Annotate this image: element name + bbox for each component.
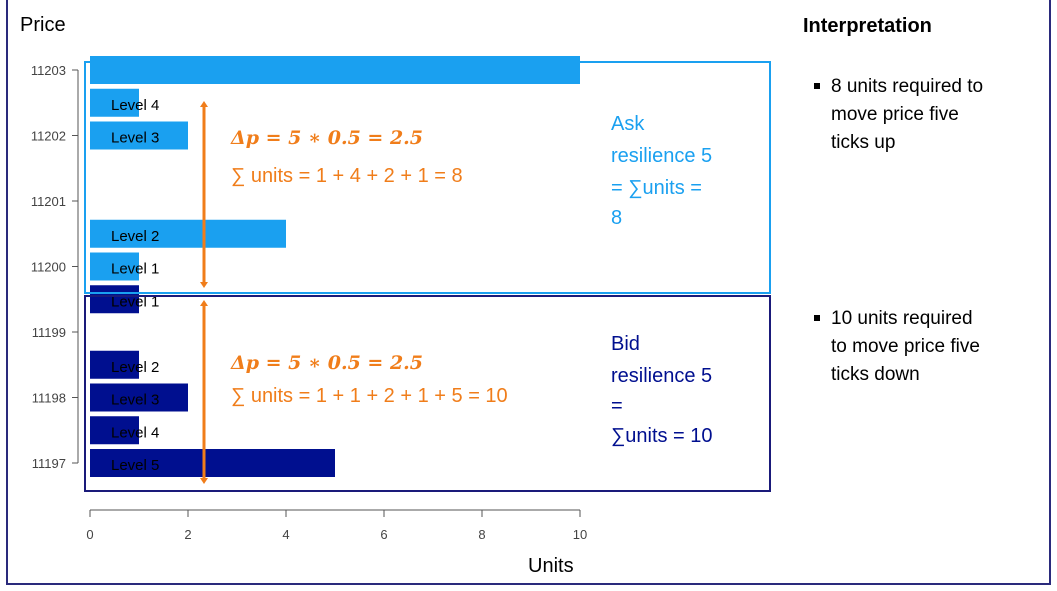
bid-resilience-line-1: Bid xyxy=(611,333,640,355)
group-boxes xyxy=(84,61,771,492)
ask-resilience-line-1: Ask xyxy=(611,113,645,135)
bid-bar xyxy=(90,416,139,445)
bullet-1-line-3: ticks up xyxy=(831,132,895,153)
ask-bar xyxy=(90,219,286,248)
ask-bar xyxy=(90,88,139,117)
bullet-2-line-3: ticks down xyxy=(831,364,920,385)
bid-bar-label: Level 2 xyxy=(111,359,159,376)
ask-delta-annotation: Δp = 5 ∗ 0.5 = 2.5 xyxy=(230,127,423,149)
ask-resilience-line-2: resilience 5 xyxy=(611,145,712,167)
interpretation-panel: Interpretation 8 units required to move … xyxy=(803,15,983,385)
annotations: Δp = 5 ∗ 0.5 = 2.5 ∑ units = 1 + 4 + 2 +… xyxy=(230,113,713,447)
bid-bar xyxy=(90,285,139,314)
ask-bar xyxy=(90,121,188,150)
x-tick-label: 2 xyxy=(184,527,191,542)
bid-bar-label: Level 4 xyxy=(111,424,159,441)
bullet-1-line-1: 8 units required to xyxy=(831,76,983,97)
ask-group-box xyxy=(84,61,771,294)
bid-bar-label: Level 1 xyxy=(111,293,159,310)
ask-bar xyxy=(90,252,139,281)
bars: Level 4 Level 3 Level 2 Level 1 Level 1 Level… xyxy=(90,56,580,477)
y-axis: 11197 11198 11199 11200 11201 11202 11203 xyxy=(31,63,79,471)
x-tick-label: 8 xyxy=(478,527,485,542)
x-tick-label: 4 xyxy=(282,527,289,542)
y-tick-label: 11198 xyxy=(32,391,66,406)
ask-bar xyxy=(90,56,580,84)
figure-frame xyxy=(6,0,1051,585)
ask-bar-label: Level 4 xyxy=(111,97,159,114)
bid-bar-label: Level 5 xyxy=(111,457,159,474)
bullet-1-line-2: move price five xyxy=(831,104,959,125)
bullet-2-line-1: 10 units required xyxy=(831,308,973,329)
bid-sum-annotation: ∑ units = 1 + 1 + 2 + 1 + 5 = 10 xyxy=(231,385,508,407)
ask-sum-annotation: ∑ units = 1 + 4 + 2 + 1 = 8 xyxy=(231,165,463,187)
interpretation-title: Interpretation xyxy=(803,15,932,37)
ask-bar-label: Level 1 xyxy=(111,261,159,278)
ask-resilience-line-3: = ∑units = xyxy=(611,177,702,199)
bid-bar-label: Level 3 xyxy=(111,392,159,409)
bid-bar xyxy=(90,350,139,379)
ask-arrow-head-down xyxy=(200,282,208,288)
bullet-marker xyxy=(814,83,820,89)
bid-delta-annotation: Δp = 5 ∗ 0.5 = 2.5 xyxy=(230,352,423,374)
ask-arrow-head-up xyxy=(200,101,208,107)
y-tick-label: 11199 xyxy=(32,325,66,340)
y-axis-label: Price xyxy=(20,14,66,36)
ask-resilience-line-4: 8 xyxy=(611,207,622,229)
arrows xyxy=(200,101,208,484)
bid-bar xyxy=(90,449,335,477)
bullet-marker xyxy=(814,315,820,321)
bid-arrow-head-down xyxy=(200,478,208,484)
bid-bar xyxy=(90,383,188,412)
x-tick-label: 0 xyxy=(86,527,93,542)
bid-arrow-head-up xyxy=(200,300,208,306)
bid-resilience-line-3: = xyxy=(611,395,623,417)
x-tick-label: 10 xyxy=(573,527,587,542)
bid-group-box xyxy=(84,295,771,492)
bid-resilience-line-2: resilience 5 xyxy=(611,365,712,387)
bullet-2-line-2: to move price five xyxy=(831,336,980,357)
bid-resilience-line-4: ∑units = 10 xyxy=(611,425,713,447)
x-tick-label: 6 xyxy=(380,527,387,542)
y-tick-label: 11201 xyxy=(31,194,66,209)
x-axis: 0 2 4 6 8 10 xyxy=(86,509,587,542)
y-tick-label: 11197 xyxy=(32,456,66,471)
y-tick-label: 11202 xyxy=(31,129,66,144)
ask-bar-label: Level 2 xyxy=(111,228,159,245)
y-tick-label: 11200 xyxy=(31,260,66,275)
x-axis-label: Units xyxy=(528,555,574,577)
y-tick-label: 11203 xyxy=(31,63,66,78)
ask-bar-label: Level 3 xyxy=(111,130,159,147)
